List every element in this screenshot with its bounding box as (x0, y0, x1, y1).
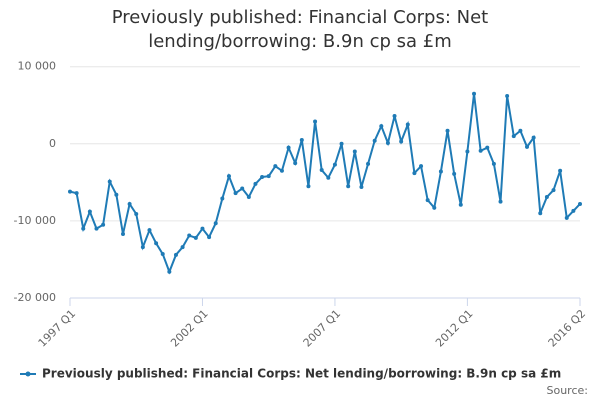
data-point (213, 221, 218, 226)
x-tick-label: 1997 Q1 (36, 307, 79, 350)
data-point (412, 171, 417, 176)
data-point (306, 184, 311, 189)
data-point (94, 226, 99, 231)
data-point (346, 184, 351, 189)
x-tick-label: 2002 Q1 (168, 307, 211, 350)
data-point (299, 137, 304, 142)
data-point (564, 215, 569, 220)
data-point (485, 145, 490, 150)
data-point (81, 226, 86, 231)
data-point (127, 201, 132, 206)
data-point (339, 141, 344, 146)
data-point (114, 192, 119, 197)
data-point (544, 195, 549, 200)
data-point (472, 91, 477, 96)
data-point (518, 128, 523, 133)
data-point (538, 211, 543, 216)
data-point (498, 199, 503, 204)
data-point (505, 94, 510, 99)
data-point (578, 201, 582, 206)
data-point (419, 164, 424, 169)
data-point (200, 226, 205, 231)
data-point (293, 161, 298, 166)
data-point (379, 124, 384, 129)
data-point (531, 135, 536, 140)
data-point (140, 245, 145, 250)
x-tick-label: 2016 Q2 (546, 307, 589, 350)
data-point (147, 228, 152, 233)
data-point (193, 235, 198, 240)
data-point (253, 181, 258, 186)
data-point (385, 141, 390, 146)
data-point (74, 191, 79, 196)
y-tick-label: -20 000 (14, 291, 56, 304)
data-point (134, 211, 139, 216)
data-point (154, 241, 159, 246)
y-tick-label: 0 (49, 137, 56, 150)
data-point (207, 235, 212, 240)
data-point (392, 114, 397, 119)
data-point (246, 195, 251, 200)
data-point (107, 179, 112, 184)
data-point (226, 174, 231, 179)
data-point (286, 145, 291, 150)
data-point (266, 174, 271, 179)
data-point (260, 174, 265, 179)
data-point (101, 222, 106, 227)
y-tick-label: 10 000 (18, 60, 57, 73)
data-point (465, 149, 470, 154)
data-point (273, 164, 278, 169)
data-point (571, 208, 576, 213)
data-point (68, 189, 72, 194)
data-point (372, 138, 377, 143)
legend-dot (25, 371, 31, 377)
x-tick-label: 2007 Q1 (301, 307, 344, 350)
chart-title: Previously published: Financial Corps: N… (111, 7, 489, 52)
data-point (551, 188, 556, 193)
data-point (359, 184, 364, 189)
source: Source: (547, 384, 589, 397)
data-point (366, 161, 371, 166)
data-point (511, 134, 516, 139)
data-point (405, 122, 410, 127)
data-point (167, 269, 172, 274)
data-point (445, 128, 450, 133)
data-point (558, 168, 563, 173)
data-point (240, 186, 245, 191)
data-point (160, 252, 165, 257)
data-point (326, 175, 331, 180)
series-line (69, 93, 581, 275)
data-point (438, 169, 443, 174)
data-point (478, 148, 483, 153)
data-point (233, 191, 238, 196)
data-point (173, 252, 178, 257)
data-point (452, 171, 457, 176)
data-point (352, 149, 357, 154)
data-point (180, 245, 185, 250)
data-point (432, 205, 437, 210)
data-point (332, 162, 337, 167)
data-point (525, 144, 530, 149)
data-point (220, 196, 225, 201)
data-point (491, 161, 496, 166)
x-tick-label: 2012 Q1 (433, 307, 476, 350)
data-point (399, 139, 404, 144)
data-point (313, 119, 318, 124)
data-point (87, 209, 92, 214)
data-point (279, 168, 284, 173)
data-point (425, 198, 430, 203)
legend-label: Previously published: Financial Corps: N… (42, 367, 561, 381)
data-point (458, 202, 463, 207)
data-point (120, 232, 125, 237)
y-tick-label: -10 000 (14, 214, 56, 227)
data-point (319, 168, 324, 173)
data-point (187, 233, 192, 238)
